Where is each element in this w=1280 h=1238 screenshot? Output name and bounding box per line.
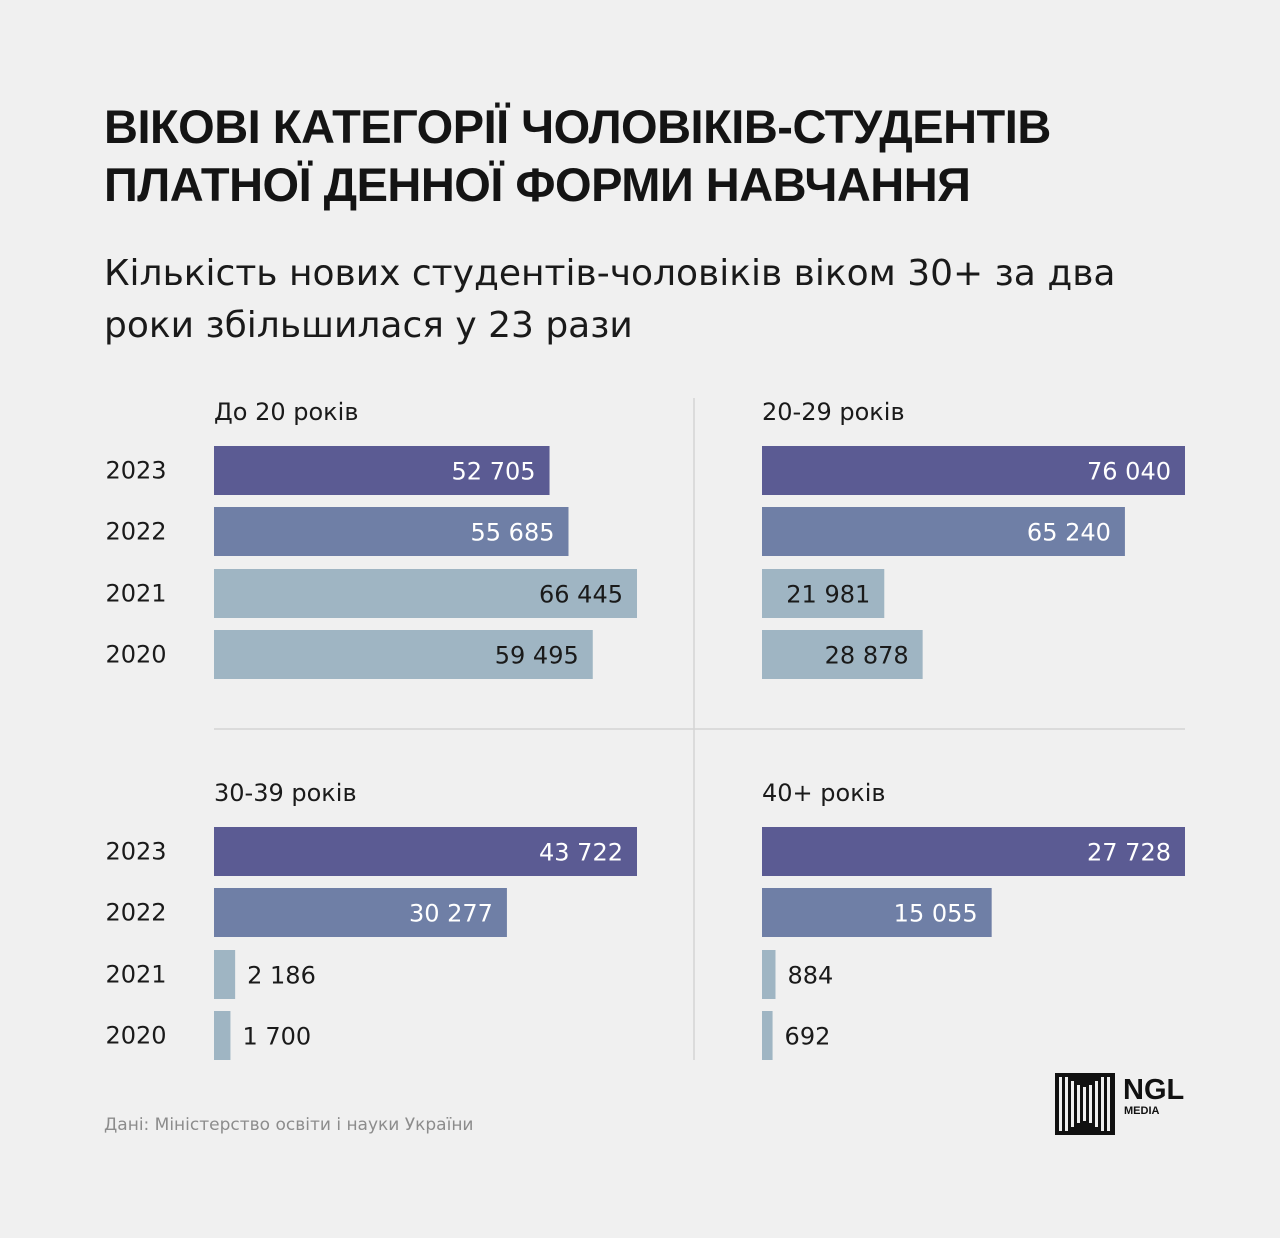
bar: [762, 569, 885, 618]
bar: [762, 630, 923, 679]
value-label: 15 055: [894, 900, 978, 928]
bar: [214, 1011, 231, 1060]
logo-text: NGL: [1123, 1074, 1184, 1106]
value-label: 59 495: [495, 642, 579, 670]
year-label: 2020: [105, 1022, 166, 1050]
value-label: 65 240: [1027, 519, 1111, 547]
value-label: 27 728: [1087, 839, 1171, 867]
value-label: 2 186: [247, 962, 316, 990]
panel-title: До 20 років: [214, 398, 358, 426]
bar: [214, 888, 507, 937]
value-label: 43 722: [539, 839, 623, 867]
value-label: 884: [787, 962, 833, 990]
value-label: 66 445: [539, 581, 623, 609]
logo-subtext: MEDIA: [1124, 1105, 1160, 1117]
year-label: 2021: [105, 961, 166, 989]
bar: [214, 950, 236, 999]
panel-title: 40+ років: [762, 779, 886, 807]
value-label: 30 277: [409, 900, 493, 928]
year-label: 2021: [105, 580, 166, 608]
year-label: 2023: [105, 457, 166, 485]
bar-panel: 40+ років 27 728 15 055 884 692: [762, 779, 1185, 1060]
bar: [214, 446, 550, 495]
bar: [762, 1011, 773, 1060]
year-label: 2020: [105, 641, 166, 669]
bar-panel: До 20 років 2023 52 705 2022 55 685 2021 66 44…: [105, 398, 637, 679]
bar: [214, 507, 569, 556]
bar-panel: 20-29 років 76 040 65 240 21 981 28 878: [762, 398, 1185, 679]
year-label: 2022: [105, 518, 166, 546]
value-label: 52 705: [452, 458, 536, 486]
source-note: Дані: Міністерство освіти і науки Україн…: [104, 1115, 474, 1135]
value-label: 1 700: [242, 1023, 311, 1051]
bar: [762, 446, 1185, 495]
bar: [214, 630, 593, 679]
value-label: 28 878: [825, 642, 909, 670]
year-label: 2023: [105, 838, 166, 866]
value-label: 21 981: [786, 581, 870, 609]
bar: [762, 888, 992, 937]
bar: [214, 827, 637, 876]
panel-title: 30-39 років: [214, 779, 357, 807]
year-label: 2022: [105, 899, 166, 927]
value-label: 692: [785, 1023, 831, 1051]
bar: [762, 950, 776, 999]
panel-title: 20-29 років: [762, 398, 905, 426]
bar: [762, 827, 1185, 876]
bar-panel: 30-39 років 2023 43 722 2022 30 277 2021 2 186…: [105, 779, 637, 1060]
value-label: 76 040: [1087, 458, 1171, 486]
bar: [214, 569, 637, 618]
chart-title: Вікові категорії чоловіків-студентів пла…: [104, 100, 1051, 211]
chart-subtitle: Кількість нових студентів-чоловіків віко…: [104, 253, 1116, 346]
value-label: 55 685: [471, 519, 555, 547]
ngl-media-logo: NGL MEDIA: [1055, 1073, 1184, 1135]
logo-stripes-icon: [1055, 1073, 1115, 1135]
bar: [762, 507, 1125, 556]
